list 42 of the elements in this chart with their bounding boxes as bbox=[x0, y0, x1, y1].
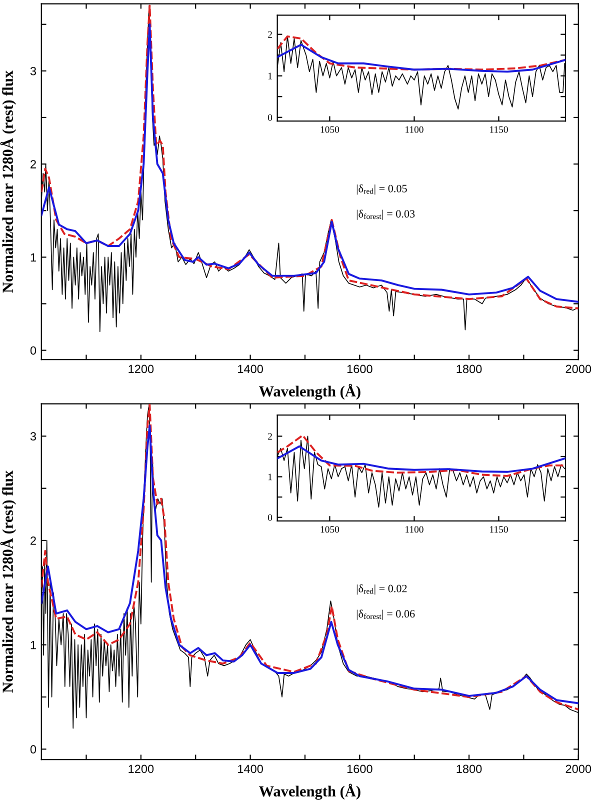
y-tick-label: 0 bbox=[30, 745, 36, 754]
y-tick-label: 2 bbox=[268, 31, 272, 38]
y-tick-label: 1 bbox=[30, 253, 36, 262]
line-series bbox=[277, 35, 566, 71]
y-tick-label: 0 bbox=[30, 346, 36, 355]
x-tick-label: 1800 bbox=[456, 764, 482, 774]
x-axis-title: Wavelength (Å) bbox=[258, 784, 360, 800]
line-series bbox=[277, 434, 566, 477]
x-tick-label: 1600 bbox=[347, 364, 372, 374]
x-tick-label: 1600 bbox=[347, 764, 372, 774]
x-tick-label: 1400 bbox=[238, 764, 263, 774]
y-tick-label: 2 bbox=[268, 433, 272, 440]
x-tick-label: 1800 bbox=[456, 364, 482, 374]
y-tick-label: 1 bbox=[268, 474, 272, 480]
x-tick-label: 1150 bbox=[490, 526, 508, 533]
x-tick-label: 1400 bbox=[238, 364, 263, 374]
line-series bbox=[277, 445, 566, 473]
y-tick-label: 1 bbox=[30, 640, 36, 650]
annotation: |δ$_{red}$| = 0.02 bbox=[356, 584, 407, 595]
x-tick-label: 2000 bbox=[566, 364, 592, 374]
y-axis-title: Normalized near 1280Å (rest) flux bbox=[0, 470, 16, 693]
annotation: |δ$_{forest}$| = 0.03 bbox=[356, 210, 415, 220]
line-series bbox=[277, 44, 566, 73]
y-tick-label: 1 bbox=[268, 72, 272, 80]
x-tick-label: 1200 bbox=[128, 364, 154, 374]
y-tick-label: 3 bbox=[30, 432, 36, 441]
x-tick-label: 1100 bbox=[406, 126, 424, 133]
y-tick-label: 3 bbox=[30, 66, 36, 76]
x-tick-label: 1200 bbox=[128, 764, 154, 774]
annotation: |δ$_{forest}$| = 0.06 bbox=[356, 610, 415, 620]
y-axis-title: Normalized near 1280Å (rest) flux bbox=[0, 70, 16, 293]
x-tick-label: 1050 bbox=[320, 126, 340, 133]
x-tick-label: 2000 bbox=[566, 764, 592, 774]
y-tick-label: 2 bbox=[30, 536, 36, 545]
x-tick-label: 1150 bbox=[490, 126, 508, 133]
x-tick-label: 1050 bbox=[320, 526, 340, 533]
y-tick-label: 0 bbox=[268, 514, 272, 521]
y-tick-label: 2 bbox=[30, 160, 36, 168]
x-axis-title: Wavelength (Å) bbox=[258, 384, 360, 400]
x-tick-label: 1100 bbox=[406, 526, 424, 533]
annotation: |δ$_{red}$| = 0.05 bbox=[356, 184, 407, 195]
y-tick-label: 0 bbox=[268, 114, 272, 121]
